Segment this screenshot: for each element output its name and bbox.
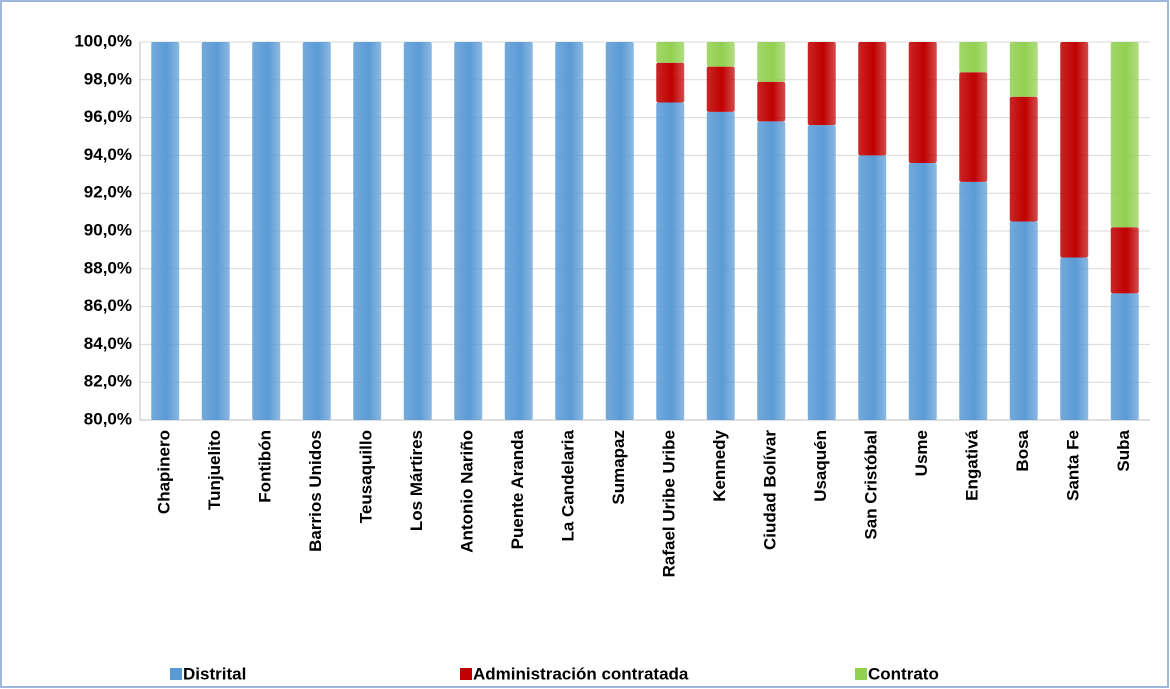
bar-segment [706, 42, 735, 67]
bar-segment [908, 162, 937, 420]
bar-segment [656, 62, 685, 103]
bar-segment [757, 81, 786, 122]
bar-segment [959, 72, 988, 182]
x-tick-label: La Candelaria [559, 429, 578, 541]
bar-segment [454, 42, 483, 420]
bar-segment [151, 42, 180, 420]
x-tick-label: Engativá [963, 429, 982, 500]
y-tick-label: 82,0% [84, 372, 132, 391]
y-tick-label: 84,0% [84, 334, 132, 353]
x-tick-label: Usme [912, 430, 931, 476]
x-tick-label: Suba [1114, 429, 1133, 471]
legend-label: Distrital [183, 664, 246, 683]
bar-segment [959, 181, 988, 420]
bar-segment [1110, 227, 1139, 294]
bar-segment [656, 102, 685, 420]
x-tick-label: Rafael Uribe Uribe [660, 430, 679, 577]
bar-segment [959, 42, 988, 73]
bar-segment [807, 42, 836, 126]
bar-segment [201, 42, 230, 420]
legend-swatch [170, 668, 182, 680]
x-tick-label: Barrios Unidos [306, 430, 325, 552]
x-tick-label: Puente Aranda [508, 429, 527, 549]
y-tick-label: 88,0% [84, 258, 132, 277]
bar-segment [1110, 293, 1139, 420]
bar-segment [1009, 221, 1038, 420]
x-tick-label: Usaquén [811, 430, 830, 502]
bar-segment [858, 42, 887, 156]
x-tick-label: San Cristóbal [862, 430, 881, 540]
bar-segment [302, 42, 331, 420]
legend-swatch [460, 668, 472, 680]
x-tick-label: Fontibón [256, 430, 275, 503]
bar-segment [656, 42, 685, 63]
bar-segment [858, 155, 887, 420]
bar-segment [807, 125, 836, 420]
y-tick-label: 98,0% [84, 69, 132, 88]
x-tick-label: Kennedy [710, 429, 729, 501]
x-tick-label: Tunjuelito [205, 430, 224, 510]
x-tick-label: Chapinero [155, 430, 174, 514]
legend-label: Administración contratada [473, 664, 689, 683]
y-tick-label: 80,0% [84, 409, 132, 428]
y-tick-label: 100,0% [74, 31, 132, 50]
x-tick-label: Sumapaz [609, 430, 628, 505]
bar-segment [353, 42, 382, 420]
bar-segment [504, 42, 533, 420]
bar-segment [1110, 42, 1139, 228]
x-tick-label: Ciudad Bolívar [761, 430, 780, 550]
x-tick-label: Los Mártires [407, 430, 426, 531]
y-tick-label: 96,0% [84, 107, 132, 126]
bar-segment [403, 42, 432, 420]
bar-segment [252, 42, 281, 420]
bar-segment [1009, 96, 1038, 222]
y-tick-label: 86,0% [84, 296, 132, 315]
x-tick-label: Teusaquillo [357, 430, 376, 523]
x-tick-label: Antonio Nariño [458, 430, 477, 553]
bar-segment [1009, 42, 1038, 97]
x-tick-label: Santa Fe [1064, 430, 1083, 501]
bar-segment [757, 42, 786, 82]
bar-segment [757, 121, 786, 420]
bar-segment [1060, 257, 1089, 420]
legend-label: Contrato [868, 664, 939, 683]
bar-segment [706, 66, 735, 112]
y-tick-label: 94,0% [84, 145, 132, 164]
x-tick-label: Bosa [1013, 429, 1032, 471]
bar-segment [555, 42, 584, 420]
bar-segment [908, 42, 937, 163]
y-tick-label: 90,0% [84, 220, 132, 239]
bar-segment [1060, 42, 1089, 258]
legend-swatch [855, 668, 867, 680]
y-tick-label: 92,0% [84, 183, 132, 202]
bar-segment [706, 111, 735, 421]
bar-segment [605, 42, 634, 420]
